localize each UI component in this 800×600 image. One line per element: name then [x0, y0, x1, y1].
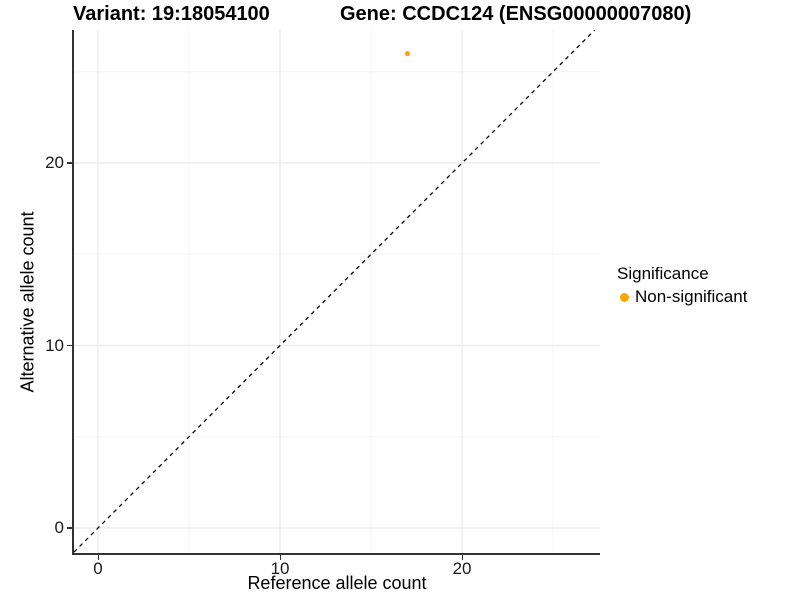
- legend-key-dot-icon: [620, 292, 629, 302]
- x-tick-label: 0: [93, 559, 103, 578]
- x-tick-label: 20: [452, 559, 472, 578]
- legend-title: Significance: [617, 264, 709, 283]
- y-tick-mark: [67, 344, 72, 347]
- legend-item-label: Non-significant: [635, 287, 748, 306]
- x-tick-mark: [461, 555, 464, 560]
- legend: Significance Non-significant: [617, 263, 747, 307]
- x-axis-title: Reference allele count: [247, 573, 427, 593]
- legend-item: Non-significant: [617, 287, 747, 307]
- x-tick-mark: [279, 555, 282, 560]
- plot-panel: [72, 30, 600, 555]
- y-tick-label: 0: [54, 517, 64, 537]
- y-tick-label: 10: [45, 335, 64, 355]
- plot-canvas: [74, 30, 600, 553]
- y-axis-title: Alternative allele count: [17, 211, 38, 393]
- identity-line: [74, 30, 596, 553]
- y-tick-mark: [67, 162, 72, 164]
- x-tick-mark: [97, 555, 100, 560]
- y-tick-mark: [67, 527, 72, 529]
- data-point: [404, 50, 411, 57]
- plot-title-variant: Variant: 19:18054100: [73, 3, 270, 25]
- x-tick-label: 10: [270, 559, 290, 578]
- plot-title-gene: Gene: CCDC124 (ENSG00000007080): [340, 3, 692, 25]
- y-tick-label: 20: [45, 153, 64, 173]
